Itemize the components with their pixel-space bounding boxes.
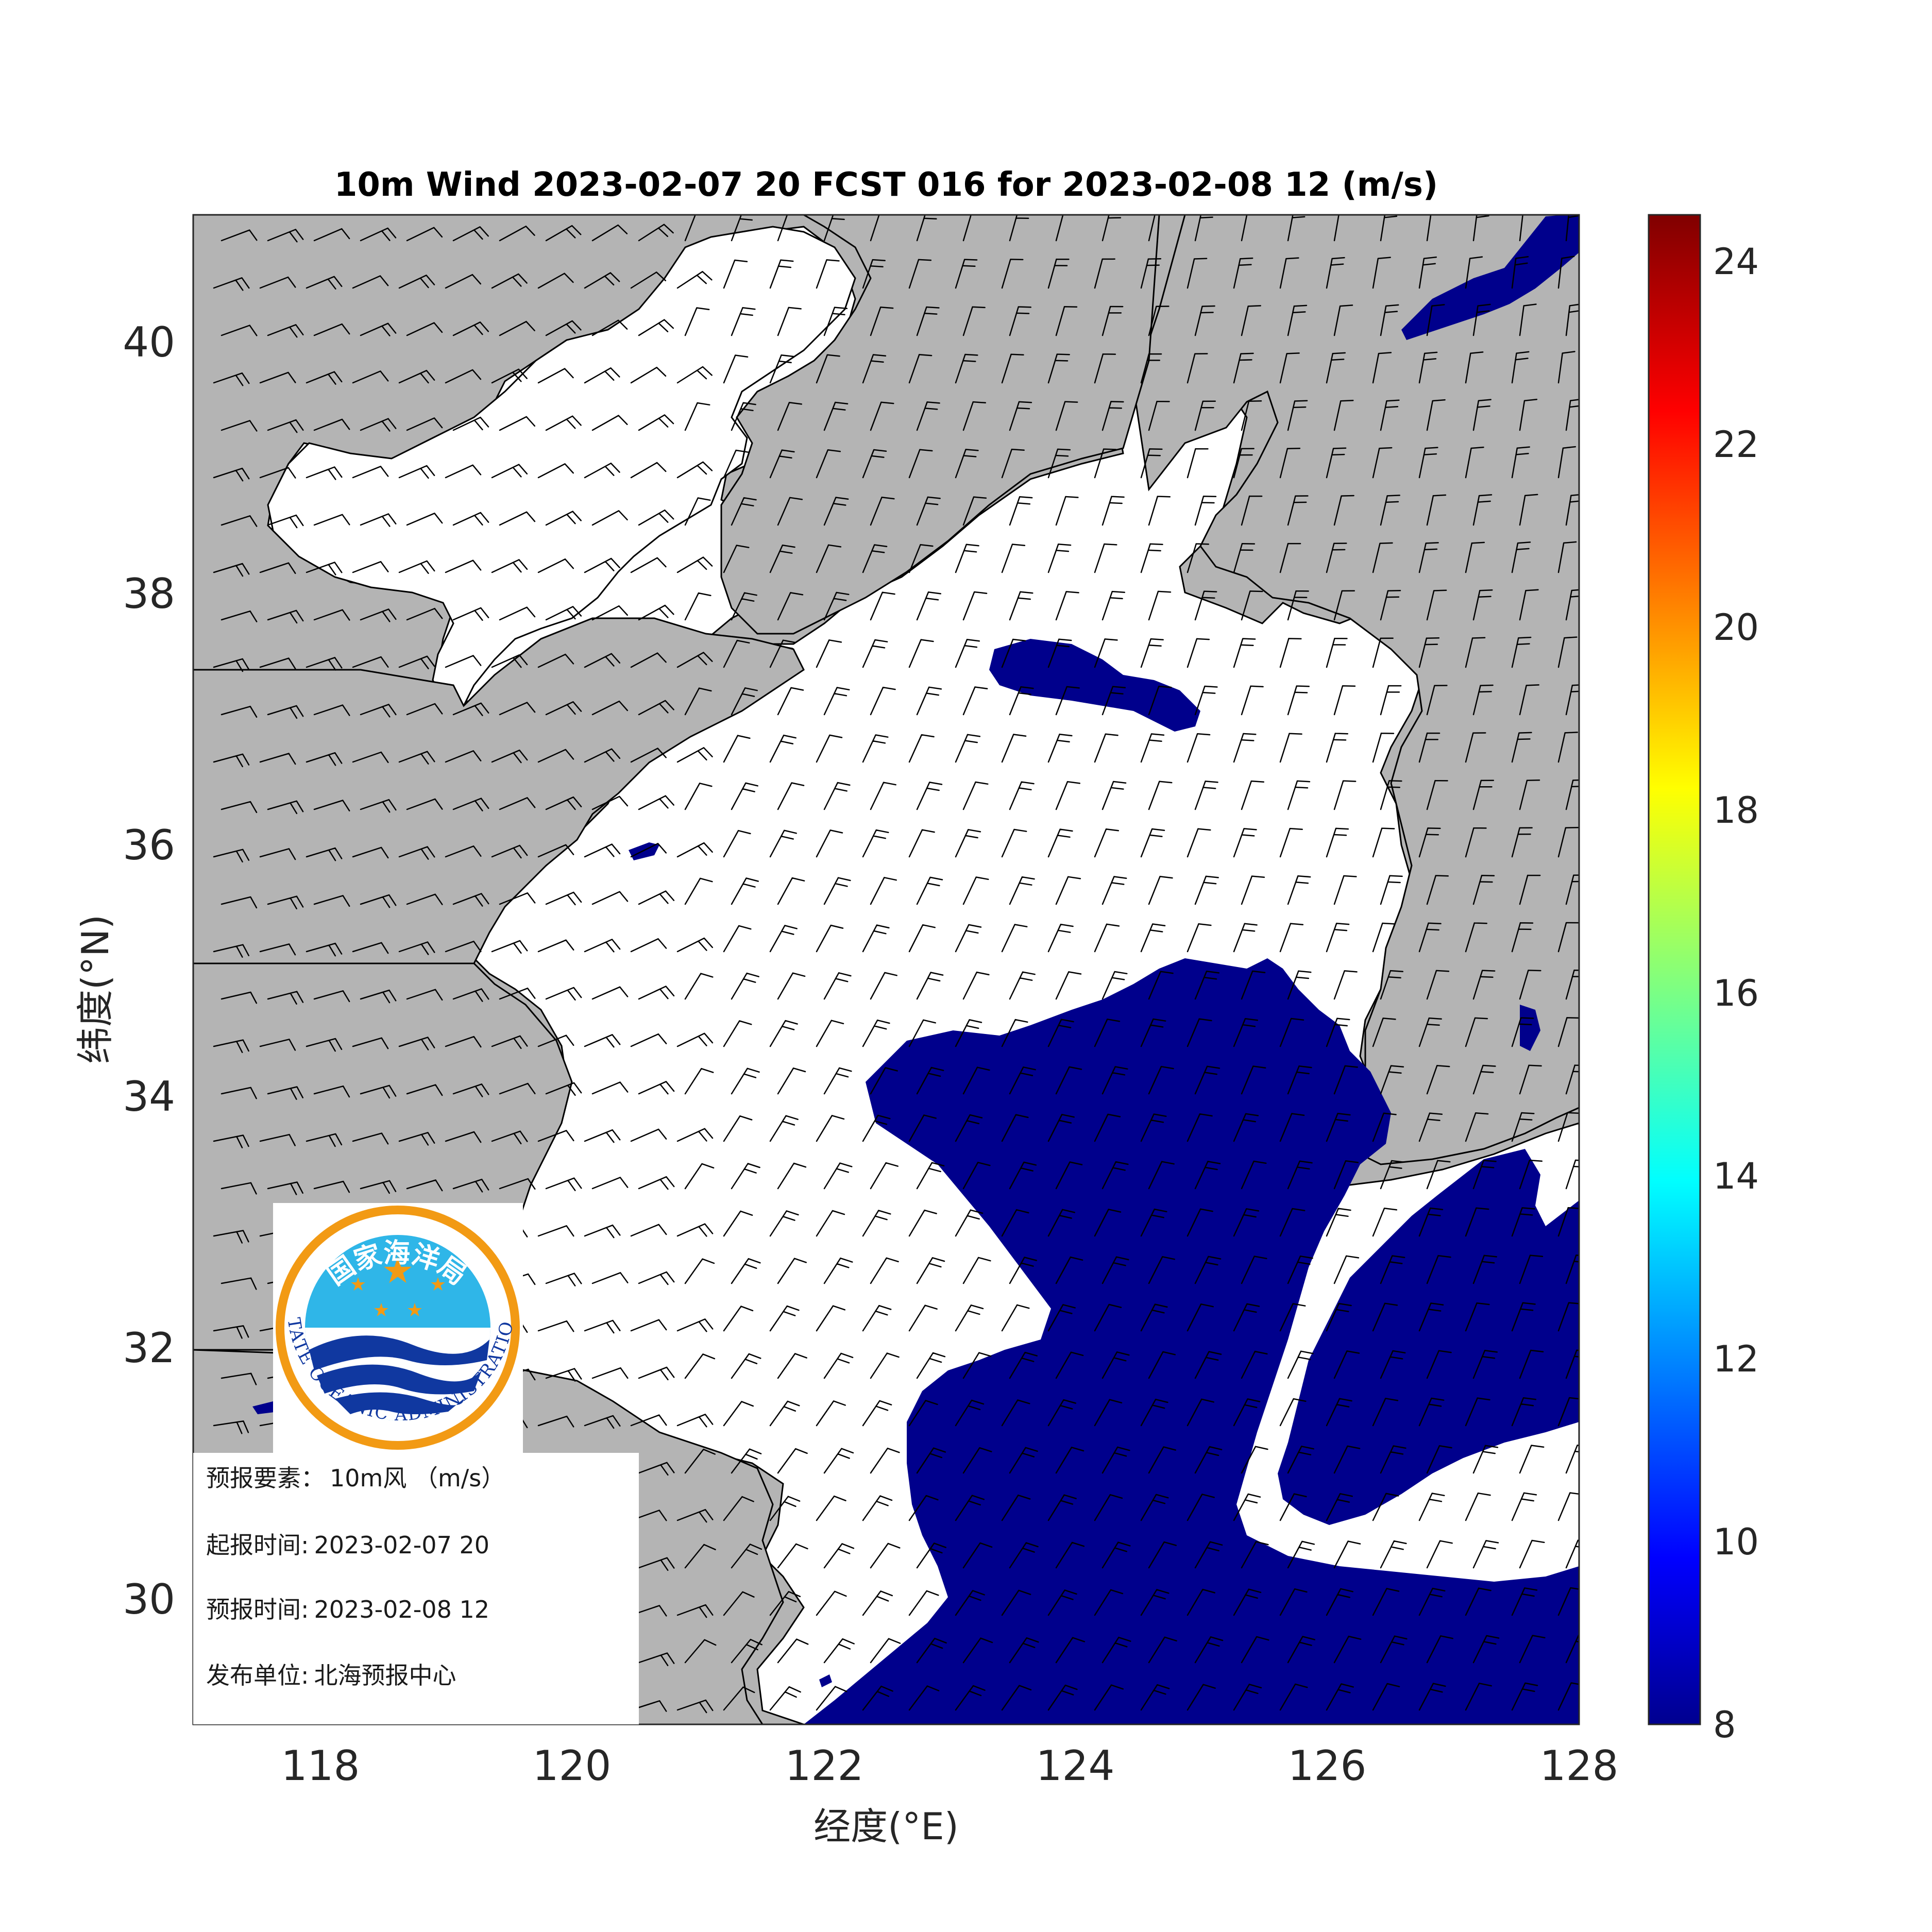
x-tick-label: 120 — [533, 1742, 612, 1790]
wind-barbs — [213, 215, 1579, 1720]
colorbar-tick: 14 — [1713, 1155, 1759, 1197]
y-tick-label: 40 — [123, 318, 175, 366]
colorbar-tick: 22 — [1713, 423, 1759, 466]
logo-star: ★ — [406, 1300, 423, 1321]
y-tick-label: 32 — [123, 1324, 175, 1372]
x-tick-label: 118 — [281, 1742, 360, 1790]
x-tick-label: 122 — [785, 1742, 864, 1790]
map-frame — [192, 214, 1580, 1725]
logo-star: ★ — [373, 1300, 389, 1321]
korea-land — [1132, 215, 1579, 1165]
colorbar-tick: 16 — [1713, 972, 1759, 1014]
y-tick-label: 36 — [123, 821, 175, 869]
info-valid-time: 预报时间: 2023-02-08 12 — [206, 1596, 489, 1623]
logo-star: ★ — [350, 1274, 366, 1295]
x-axis-label: 经度(°E) — [814, 1805, 959, 1848]
wind-barb-field — [213, 215, 1579, 1720]
x-tick-label: 126 — [1288, 1742, 1367, 1790]
colorbar-tick: 12 — [1713, 1338, 1759, 1380]
info-element: 预报要素： 10m风 （m/s） — [206, 1464, 505, 1492]
y-axis: 40 38 36 34 32 30 纬度(°N) — [74, 318, 175, 1623]
y-tick-label: 34 — [123, 1073, 175, 1121]
chart-title: 10m Wind 2023-02-07 20 FCST 016 for 2023… — [334, 166, 1438, 204]
info-box: 预报要素： 10m风 （m/s） 起报时间: 2023-02-07 20 预报时间:… — [193, 1453, 639, 1724]
logo-star: ★ — [382, 1249, 414, 1292]
x-tick-label: 128 — [1540, 1742, 1619, 1790]
shandong-land — [193, 617, 805, 964]
colorbar-tick: 20 — [1713, 606, 1759, 649]
colorbar-tick: 24 — [1713, 241, 1759, 283]
colorbar: 8 10 12 14 16 18 20 22 24 — [1648, 214, 1759, 1746]
y-axis-label: 纬度(°N) — [74, 914, 117, 1064]
info-publisher: 发布单位: 北海预报中心 — [206, 1662, 456, 1689]
colorbar-tick: 18 — [1713, 789, 1759, 832]
info-issue-time: 起报时间: 2023-02-07 20 — [206, 1531, 489, 1559]
x-tick-label: 124 — [1036, 1742, 1115, 1790]
x-axis: 118 120 122 124 126 128 经度(°E) — [281, 1742, 1619, 1848]
y-tick-label: 30 — [123, 1575, 175, 1623]
y-tick-label: 38 — [123, 570, 175, 618]
logo-star: ★ — [430, 1274, 446, 1295]
colorbar-tick: 8 — [1713, 1704, 1736, 1746]
colorbar-tick: 10 — [1713, 1521, 1759, 1563]
colorbar-gradient — [1648, 214, 1701, 1725]
liaoning-land — [720, 215, 1160, 635]
